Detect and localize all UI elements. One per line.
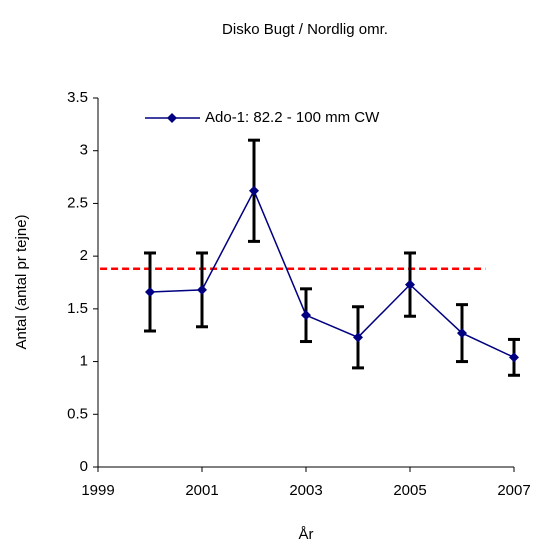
y-tick-label: 0.5 xyxy=(67,405,88,422)
legend-label: Ado-1: 82.2 - 100 mm CW xyxy=(205,109,380,126)
y-tick-label: 3 xyxy=(80,142,88,159)
y-tick-label: 2.5 xyxy=(67,194,88,211)
marker xyxy=(353,332,363,343)
x-axis-label: År xyxy=(299,526,314,543)
y-axis-label: Antal (antal pr tejne) xyxy=(13,214,30,349)
x-tick-label: 2005 xyxy=(393,482,426,499)
chart-title: Disko Bugt / Nordlig omr. xyxy=(222,21,388,38)
x-tick-label: 1999 xyxy=(81,482,114,499)
y-tick-label: 1.5 xyxy=(67,300,88,317)
series-line xyxy=(149,189,515,359)
x-tick-label: 2007 xyxy=(497,482,530,499)
legend-marker xyxy=(167,113,177,123)
marker xyxy=(509,352,519,363)
marker xyxy=(249,185,259,196)
x-tick-label: 2003 xyxy=(289,482,322,499)
marker xyxy=(457,328,467,339)
marker xyxy=(405,279,415,290)
marker xyxy=(301,310,311,321)
y-tick-label: 0 xyxy=(80,458,88,475)
y-tick-label: 1 xyxy=(80,353,88,370)
x-tick-label: 2001 xyxy=(185,482,218,499)
y-tick-label: 2 xyxy=(80,247,88,264)
marker xyxy=(145,286,155,297)
y-tick-label: 3.5 xyxy=(67,89,88,106)
marker xyxy=(197,284,207,295)
